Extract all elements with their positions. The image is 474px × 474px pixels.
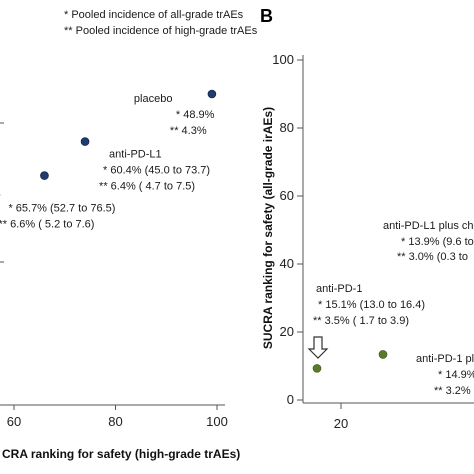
panelB-point-all-grade: * 15.1% (13.0 to 16.4) (318, 299, 425, 311)
panelA-point-all-grade: * 48.9% (176, 109, 215, 121)
panelB-x-ticks: 20 (334, 403, 348, 431)
panelA-point-high-grade: ** 6.4% ( 4.7 to 7.5) (99, 181, 195, 193)
panelA-point (80, 137, 90, 146)
panelB-point-high-grade: ** 3.2% (434, 385, 471, 397)
panelA-point-high-grade: ** 4.3% (170, 125, 207, 137)
panelB-y-axis-label: SUCRA ranking for safety (all-grade irAE… (261, 107, 275, 349)
panelA-x-ticks: 60 80 100 (7, 405, 228, 429)
panelB-point (312, 364, 322, 373)
panelA-point (207, 89, 217, 99)
panelA-left-ticks (0, 122, 4, 263)
panelA-point-name: placebo (134, 93, 173, 105)
panelB-point-name: anti-PD-1 plus (416, 353, 474, 365)
panelB-y-tick-label: 20 (280, 324, 294, 339)
panelB-point-name: anti-PD-1 (316, 283, 362, 295)
panelB-annotation-name: anti-PD-L1 plus che (383, 220, 474, 232)
panelB-y-tick-label: 60 (280, 188, 294, 203)
panelA-point-all-grade: * 65.7% (52.7 to 76.5) (8, 203, 115, 215)
panelB-down-arrow-icon (307, 336, 329, 359)
panelB-y-tick-label: 80 (280, 120, 294, 135)
panelB-annotation-all-grade: * 13.9% (9.6 to (401, 236, 474, 248)
panelA-x-tick-label: 100 (206, 414, 228, 429)
panelA-x-tick-label: 80 (108, 414, 122, 429)
panelA-point (40, 171, 49, 180)
panelB-point-all-grade: * 14.9% (438, 369, 474, 381)
panelA-legend-line-2: ** Pooled incidence of high-grade trAEs (64, 25, 258, 37)
panelB-y-ticks: 0 20 40 60 80 100 (272, 52, 303, 407)
panelB-y-tick-label: 100 (272, 52, 294, 67)
panelB-y-tick-label: 40 (280, 256, 294, 271)
panelB-annotation-high-grade: ** 3.0% (0.3 to (397, 251, 468, 263)
panelA-legend-line-1: * Pooled incidence of all-grade trAEs (64, 9, 244, 21)
panelB-point-high-grade: ** 3.5% ( 1.7 to 3.9) (313, 315, 409, 327)
panelA-x-axis-label: CRA ranking for safety (high-grade trAEs… (2, 447, 240, 461)
panelB-x-tick-label: 20 (334, 416, 348, 431)
panelB-y-tick-label: 0 (287, 392, 294, 407)
panelA-point-high-grade: ** 6.6% ( 5.2 to 7.6) (0, 219, 94, 231)
panelA-point-name: anti-PD-1 (0, 187, 1, 199)
panelA-point-all-grade: * 60.4% (45.0 to 73.7) (103, 165, 210, 177)
panelA-point-name: anti-PD-L1 (109, 149, 162, 161)
panelA-x-tick-label: 60 (7, 414, 21, 429)
panelB-point (378, 350, 388, 359)
panelB-letter: B (260, 6, 273, 26)
